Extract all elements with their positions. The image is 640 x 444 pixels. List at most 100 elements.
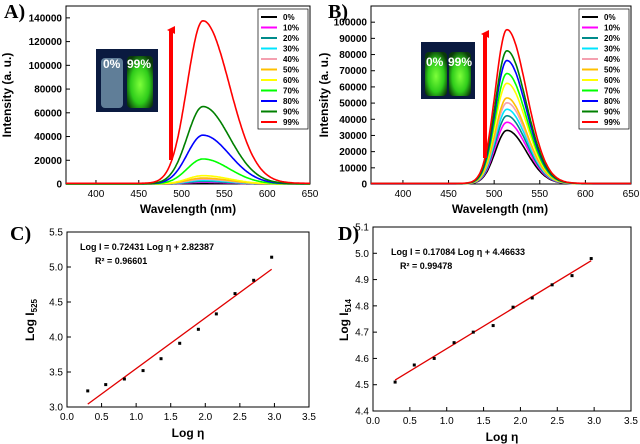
panel-d: 0.0 0.5 1.0 1.5 2.0 2.5 3.0 3.5 4.4 4.5 4.6 4.7 4.8 4… [337,223,638,444]
panel-c-xtick-label-1: 0.5 [95,412,109,423]
panel-a-series-80pct [66,134,310,185]
panel-a-legend-label-5: 50% [283,66,299,75]
panel-b-xtick-label-5: 650 [623,189,640,200]
panel-b-legend-label-5: 50% [604,66,620,75]
panel-c-xtick-label-0: 0.0 [60,412,74,423]
panel-a-inset-photo: 0% 99% [96,49,158,112]
panel-c-frame [66,231,310,408]
panel-b-ylabel: Intensity (a. u.) [317,53,331,138]
panel-b-series-99pct [371,28,631,185]
panel-c-xtick-label-7: 3.5 [302,412,316,423]
panel-b-legend-label-3: 30% [604,45,620,54]
panel-c-xtick-label-3: 1.5 [164,412,178,423]
panel-a-legend-label-9: 90% [283,108,299,117]
panel-b: 400 450 500 550 600 650 0 10000 20000 30000 40000 5… [317,5,640,216]
panel-b-ytick-label-1: 10000 [339,163,367,174]
panel-b-xtick-label-4: 600 [577,189,594,200]
panel-c-point-1 [104,383,108,387]
panel-b-ytick-label-4: 40000 [339,115,367,126]
panel-d-point-9 [570,274,574,278]
panel-a: 400 450 500 550 600 650 0 20000 40000 60000 80000 1… [0,5,319,216]
panel-c-xtick-label-4: 2.0 [198,412,212,423]
panel-c-point-10 [270,255,274,259]
panel-d-ytick-label-4: 4.8 [355,301,369,312]
panel-d-ytick-label-0: 4.4 [355,407,369,418]
panel-d-point-8 [550,283,554,287]
panel-a-xtick-label-5: 650 [302,189,319,200]
panel-d-ytick-label-5: 4.9 [355,275,369,286]
panel-a-inset-label-99: 99% [127,57,151,71]
panel-a-ytick-label-7: 140000 [29,13,63,24]
panel-c-point-6 [196,327,200,331]
panel-d-xlabel: Log η [486,430,519,444]
panel-d-point-6 [511,305,515,309]
panel-b-legend-label-8: 80% [604,97,620,106]
panel-c-ylabel: Log I525 [23,298,39,341]
panel-d-frame [372,226,632,412]
panel-a-inset-label-0: 0% [103,57,121,71]
panel-tag-d: D) [338,223,359,245]
panel-b-series-10pct [371,121,631,185]
panel-b-legend-label-6: 60% [604,76,620,85]
panel-b-xtick-label-3: 550 [531,189,548,200]
panel-a-legend-label-3: 30% [283,45,299,54]
panel-c-ytick-label-4: 5.0 [49,263,63,274]
panel-c-ylabel-sub: 525 [30,298,39,312]
panel-d-ytick-label-6: 5.0 [355,249,369,260]
panel-c-fit-line [87,268,273,405]
panel-b-ytick-label-6: 60000 [339,82,367,93]
panel-d-xtick-label-1: 0.5 [403,416,417,427]
panel-d-ytick-label-1: 4.5 [355,380,369,391]
panel-b-xtick-label-2: 500 [486,189,503,200]
panel-b-ytick-label-8: 80000 [339,50,367,61]
panel-d-fit-line [394,260,592,381]
panel-c-xtick-label-2: 1.0 [129,412,143,423]
panel-c-point-4 [159,357,163,361]
panel-c-xlabel: Log η [172,426,205,440]
panel-c-xtick-label-6: 3.0 [267,412,281,423]
panel-b-legend-label-1: 10% [604,24,620,33]
panel-d-point-3 [452,341,456,345]
panel-a-legend-label-0: 0% [283,13,295,22]
panel-d-r2: R² = 0.99478 [400,261,452,271]
panel-b-ytick-label-10: 100000 [334,18,368,29]
panel-a-xtick-label-4: 600 [259,189,276,200]
panel-b-ytick-label-5: 50000 [339,99,367,110]
panel-c-ytick-label-1: 3.5 [49,368,63,379]
panel-d-point-4 [471,330,475,334]
panel-b-ytick-label-0: 0 [361,180,367,191]
panel-b-xtick-label-1: 450 [440,189,457,200]
panel-a-legend-label-7: 70% [283,87,299,96]
panel-b-inset-label-99: 99% [448,55,472,69]
panel-c-ylabel-main: Log I [23,312,37,341]
panel-b-legend: 0% 10%20% 30%40% 50%60% 70%80% 90%99% [578,8,630,130]
panel-b-legend-label-0: 0% [604,13,616,22]
panel-c-ytick-label-0: 3.0 [49,403,63,414]
panel-b-inset-photo: 0% 99% [421,42,475,99]
panel-c-r2: R² = 0.96601 [95,256,147,266]
panel-b-xlabel: Wavelength (nm) [452,202,548,216]
panel-b-legend-label-10: 99% [604,118,620,127]
panel-d-xtick-label-0: 0.0 [366,416,380,427]
panel-b-ytick-label-2: 20000 [339,147,367,158]
panel-d-ylabel: Log I514 [337,298,353,341]
panel-a-xtick-label-0: 400 [88,189,105,200]
panel-tag-c: C) [10,223,31,245]
panel-a-xtick-label-1: 450 [130,189,147,200]
panel-d-ytick-label-2: 4.6 [355,354,369,365]
panel-a-legend-label-10: 99% [283,118,299,127]
panel-d-point-7 [530,296,534,300]
panel-a-legend-label-6: 60% [283,76,299,85]
panel-a-legend-label-4: 40% [283,55,299,64]
panel-c-point-8 [233,292,237,296]
panel-c-point-7 [214,312,218,316]
panel-c-plot [86,255,274,405]
panel-d-ylabel-sub: 514 [344,298,353,312]
panel-c-equation: Log I = 0.72431 Log η + 2.82387 [80,242,214,252]
panel-d-xtick-label-5: 2.5 [550,416,564,427]
panel-d-point-1 [412,363,416,367]
panel-d-ytick-label-3: 4.7 [355,328,369,339]
panel-b-xtick-label-0: 400 [395,189,412,200]
panel-a-ytick-label-4: 80000 [34,85,62,96]
panel-d-plot [393,257,593,384]
